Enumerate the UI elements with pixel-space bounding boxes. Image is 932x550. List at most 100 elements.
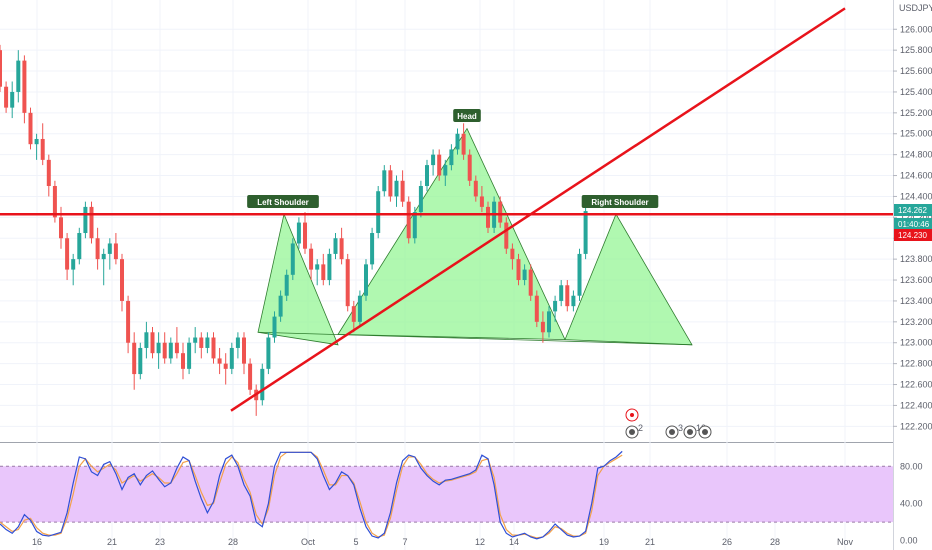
candle-body	[571, 295, 576, 307]
price-tick-label: 124.400	[900, 191, 932, 201]
candle-body	[174, 342, 179, 354]
price-tick-label: 123.800	[900, 254, 932, 264]
candle-body	[132, 342, 137, 375]
candle-body	[290, 243, 295, 275]
candle-body	[187, 342, 192, 369]
pattern-label-bg	[247, 195, 319, 208]
price-tick-label: 125.200	[900, 108, 932, 118]
candle-body	[107, 243, 112, 254]
candle-body	[242, 337, 246, 364]
time-tick-label: 28	[770, 537, 780, 547]
candle-body	[211, 337, 216, 359]
candle-body	[168, 342, 173, 359]
event-marker-dot	[669, 429, 675, 435]
candle-body	[370, 233, 375, 265]
price-tags: 124.262 01:40:46 124.230	[894, 204, 932, 241]
pattern-label: Right Shoulder	[591, 198, 648, 207]
price-axis[interactable]: 122.200 122.400 122.600 122.800 123.000 123.2…	[893, 24, 932, 431]
time-tick-label: 26	[722, 537, 732, 547]
candle-body	[400, 180, 405, 202]
event-markers[interactable]: 2310	[625, 408, 712, 439]
candle-body	[510, 248, 515, 260]
price-tag-label: 124.230	[898, 231, 927, 240]
price-tick-label: 124.600	[900, 171, 932, 181]
price-tick-label: 122.200	[900, 421, 932, 431]
candle-body	[303, 222, 307, 249]
candle-body	[583, 211, 588, 254]
candle-body	[101, 253, 106, 260]
candle-body	[229, 347, 234, 369]
price-tick-label: 125.800	[900, 45, 932, 55]
pattern-labels: Left Shoulder Head Right Shoulder	[247, 109, 659, 208]
stochastic-lines	[0, 450, 623, 540]
candle-body	[516, 259, 521, 281]
candle-body	[10, 91, 15, 108]
candle-body	[455, 133, 460, 150]
price-tick-label: 126.000	[900, 24, 932, 34]
candle-body	[534, 295, 539, 322]
candle-body	[199, 337, 204, 348]
candle-body	[77, 233, 82, 260]
candle-body	[540, 321, 545, 333]
pattern-label-bg	[453, 109, 481, 122]
candle-body	[144, 332, 149, 348]
candle-body	[412, 212, 417, 239]
candle-body	[83, 206, 88, 234]
candle-body	[425, 165, 429, 186]
candle-body	[321, 264, 326, 281]
candle-body	[113, 243, 118, 260]
time-tick-label: 16	[32, 537, 42, 547]
price-tick-label: 122.400	[900, 400, 932, 410]
candle-body	[364, 264, 368, 296]
candle-body	[437, 154, 442, 176]
stochastic-tick-label: 0.00	[900, 536, 918, 546]
stochastic-band-fill	[0, 466, 893, 523]
candle-body	[193, 337, 198, 343]
price-tag-bg	[894, 204, 932, 216]
head-triangle	[337, 127, 566, 341]
candle-body	[284, 274, 289, 296]
trend-lines[interactable]	[0, 7, 893, 412]
price-tick-label: 125.400	[900, 87, 932, 97]
price-tick-label: 125.600	[900, 66, 932, 76]
candle-body	[309, 248, 314, 270]
event-marker-dot	[629, 429, 635, 435]
candle-body	[205, 337, 210, 348]
candle-body	[266, 337, 271, 369]
candle-body	[22, 60, 27, 113]
price-tag-label: 01:40:46	[898, 220, 930, 229]
event-marker-dot	[687, 429, 693, 435]
pattern-label: Head	[457, 112, 477, 121]
candle-body	[89, 206, 94, 239]
time-tick-label: 28	[228, 537, 238, 547]
candle-body	[28, 112, 33, 145]
price-tick-label: 123.000	[900, 338, 932, 348]
candle-body	[333, 238, 338, 254]
stochastic-axis[interactable]: 80.00 40.00 0.00	[900, 461, 923, 545]
candle-body	[16, 60, 21, 92]
candle-body	[376, 191, 381, 234]
time-axis[interactable]: 16 21 23 28 Oct 5 7 12 14 19 21 26 28 Nov	[32, 537, 854, 547]
price-tick-label: 123.600	[900, 275, 932, 285]
candle-body	[260, 368, 265, 401]
candle-body	[235, 337, 240, 348]
candle-body	[406, 201, 411, 239]
candle-body	[327, 253, 332, 281]
candlestick-series[interactable]	[0, 44, 588, 416]
head-and-shoulders-pattern[interactable]	[257, 127, 693, 346]
candle-body	[504, 222, 509, 249]
candle-body	[315, 264, 320, 270]
candle-body	[296, 222, 301, 244]
stochastic-band	[0, 465, 893, 523]
candle-body	[223, 363, 228, 369]
candle-body	[272, 316, 277, 338]
candle-body	[528, 269, 533, 296]
time-tick-label: 7	[402, 537, 407, 547]
right-shoulder-triangle	[564, 213, 693, 346]
candle-body	[547, 311, 551, 333]
candle-body	[71, 259, 76, 270]
candle-body	[351, 306, 356, 322]
stochastic-tick-label: 80.00	[900, 461, 923, 471]
time-tick-label: Nov	[837, 537, 854, 547]
